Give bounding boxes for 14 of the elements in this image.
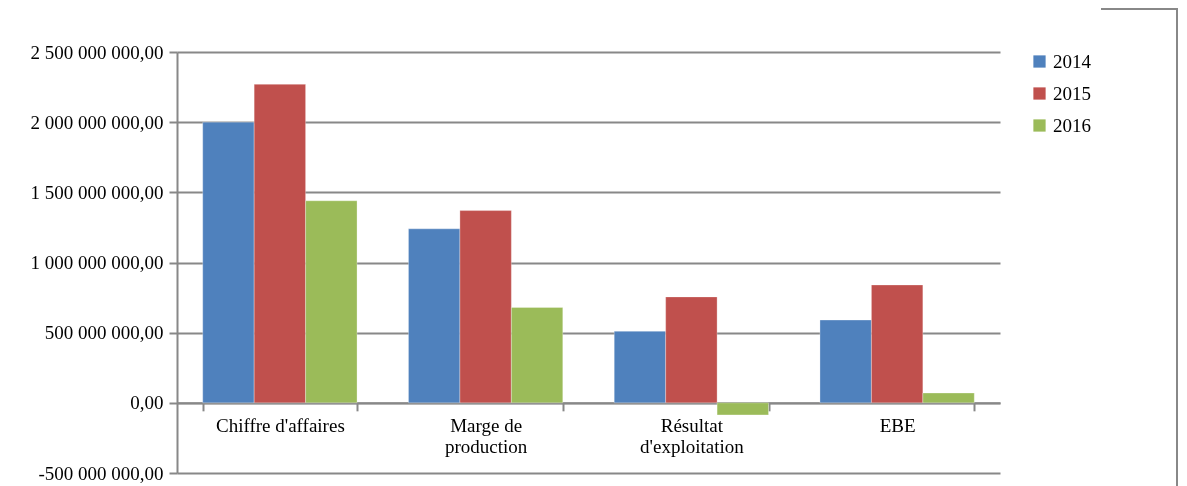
x-tick-label: Résultat d'exploitation [640,415,745,458]
x-tick-label: Marge de production [444,415,528,458]
legend-label: 2016 [1053,114,1091,136]
y-tick-label: 1 000 000 000,00 [30,252,164,273]
x-tick-label: EBE [879,415,916,437]
legend-label: 2014 [1053,50,1092,72]
y-tick-label: 500 000 000,00 [44,322,164,344]
y-tick-label: 0,00 [130,392,164,414]
y-tick-label: 2 000 000 000,00 [30,111,164,133]
y-tick-label: 2 500 000 000,00 [30,41,164,63]
y-tick-label: 1 500 000 000,00 [30,181,164,203]
legend-label: 2015 [1053,82,1091,104]
x-tick-label: Chiffre d'affaires [215,415,345,437]
y-tick-label: -500 000 000,00 [38,462,164,484]
